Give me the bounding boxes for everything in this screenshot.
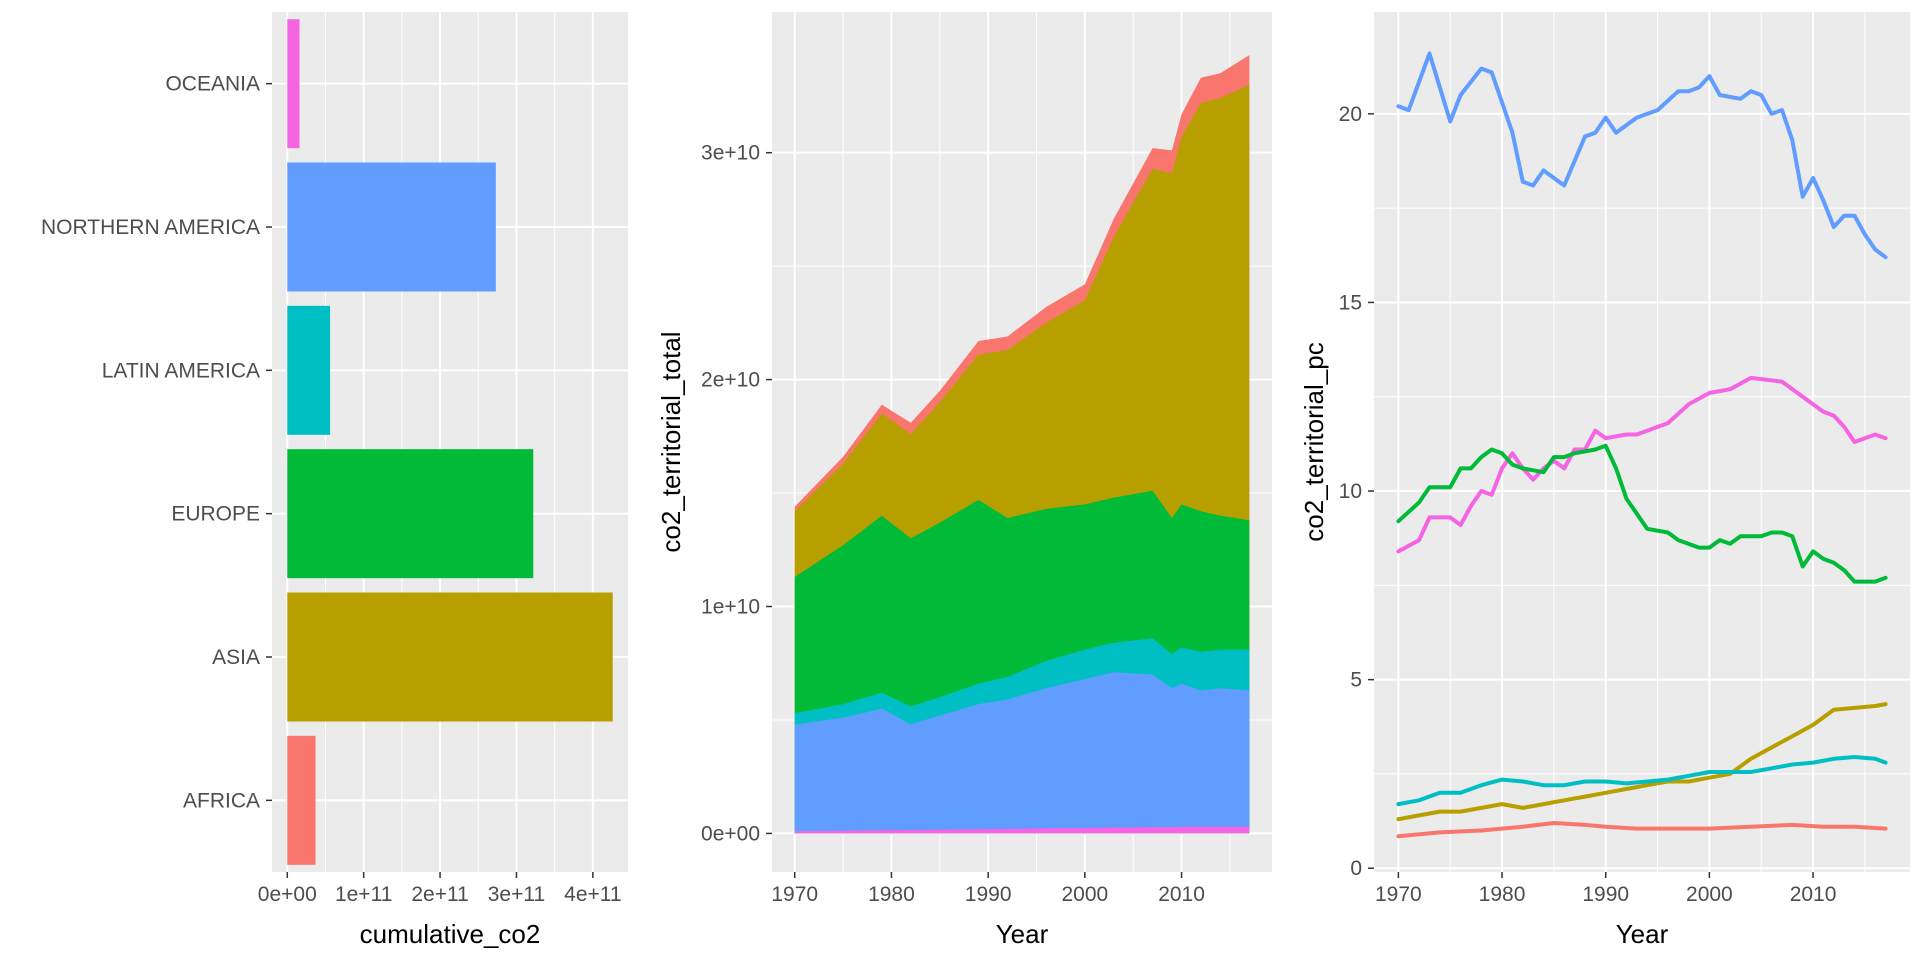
bar-latin-america <box>287 305 331 435</box>
x-tick-label: 1980 <box>868 883 915 906</box>
x-tick-label: 4e+11 <box>564 883 621 906</box>
x-axis: 1970 1980 1990 2000 2010 <box>1375 872 1836 906</box>
y-tick-label: 10 <box>1339 480 1362 503</box>
y-tick-label: 3e+10 <box>701 142 760 165</box>
cumulative-co2-bar-chart: 0e+00 1e+11 2e+11 3e+11 4e+11 AFRICA ASIA EURO… <box>41 12 628 949</box>
series-lines <box>1396 51 1888 839</box>
co2-territorial-total-area-chart: 1970 1980 1990 2000 2010 0e+00 1e+10 2e+10 3e+1… <box>656 12 1272 949</box>
x-tick-label: 1990 <box>1582 883 1629 906</box>
x-axis-title: Year <box>1616 919 1669 949</box>
co2-territorial-pc-line-chart: 1970 1980 1990 2000 2010 0 5 10 15 20 Year co2_t… <box>1299 12 1910 949</box>
x-tick-label: 1970 <box>1375 883 1422 906</box>
y-tick-label-africa: AFRICA <box>183 789 260 812</box>
y-tick-label: 0e+00 <box>701 822 760 845</box>
y-tick-label-oceania: OCEANIA <box>165 73 260 96</box>
y-tick-label-latin-america: LATIN AMERICA <box>102 359 260 382</box>
y-axis: 0e+00 1e+10 2e+10 3e+10 <box>701 142 772 845</box>
line-asia <box>1396 702 1888 822</box>
x-tick-label: 2010 <box>1158 883 1205 906</box>
y-axis: 0 5 10 15 20 <box>1339 103 1374 880</box>
line-latin-america <box>1396 755 1888 807</box>
y-tick-label: 2e+10 <box>701 369 760 392</box>
x-axis: 1970 1980 1990 2000 2010 <box>771 872 1205 906</box>
gridlines <box>1374 12 1910 872</box>
line-oceania <box>1396 375 1888 554</box>
bar-europe <box>287 449 534 579</box>
x-axis: 0e+00 1e+11 2e+11 3e+11 4e+11 <box>258 872 622 906</box>
x-axis-title: Year <box>996 919 1049 949</box>
area-oceania <box>794 826 1250 834</box>
y-tick-label: 5 <box>1350 669 1362 692</box>
y-tick-label: 20 <box>1339 103 1362 126</box>
x-axis-title: cumulative_co2 <box>360 919 541 949</box>
x-tick-label: 1990 <box>965 883 1012 906</box>
x-tick-label: 1e+11 <box>335 883 392 906</box>
y-tick-label: 1e+10 <box>701 596 760 619</box>
x-tick-label: 2e+11 <box>411 883 468 906</box>
x-tick-label: 2010 <box>1790 883 1837 906</box>
x-tick-label: 2000 <box>1686 883 1733 906</box>
y-tick-label: 15 <box>1339 291 1362 314</box>
stacked-areas <box>794 55 1250 834</box>
y-axis: AFRICA ASIA EUROPE LATIN AMERICA NORTHERN AM… <box>41 73 272 812</box>
bar-oceania <box>287 19 300 149</box>
area-northern-america <box>794 672 1250 834</box>
bars <box>287 19 613 865</box>
y-tick-label: 0 <box>1350 857 1362 880</box>
x-tick-label: 1980 <box>1479 883 1526 906</box>
y-tick-label-northern-america: NORTHERN AMERICA <box>41 216 260 239</box>
x-tick-label: 0e+00 <box>258 883 317 906</box>
x-tick-label: 2000 <box>1062 883 1109 906</box>
line-africa <box>1396 821 1888 839</box>
y-tick-label-asia: ASIA <box>212 646 260 669</box>
bar-asia <box>287 592 613 722</box>
x-tick-label: 1970 <box>771 883 818 906</box>
line-europe <box>1396 443 1888 584</box>
y-axis-title: co2_territorial_total <box>656 331 686 552</box>
bar-africa <box>287 735 316 865</box>
y-axis-title: co2_territorial_pc <box>1299 342 1329 541</box>
panel-background <box>272 12 628 872</box>
x-tick-label: 3e+11 <box>488 883 545 906</box>
bar-northern-america <box>287 162 496 292</box>
y-tick-label-europe: EUROPE <box>171 503 260 526</box>
line-northern-america <box>1396 51 1888 260</box>
panel-background <box>1374 12 1910 872</box>
